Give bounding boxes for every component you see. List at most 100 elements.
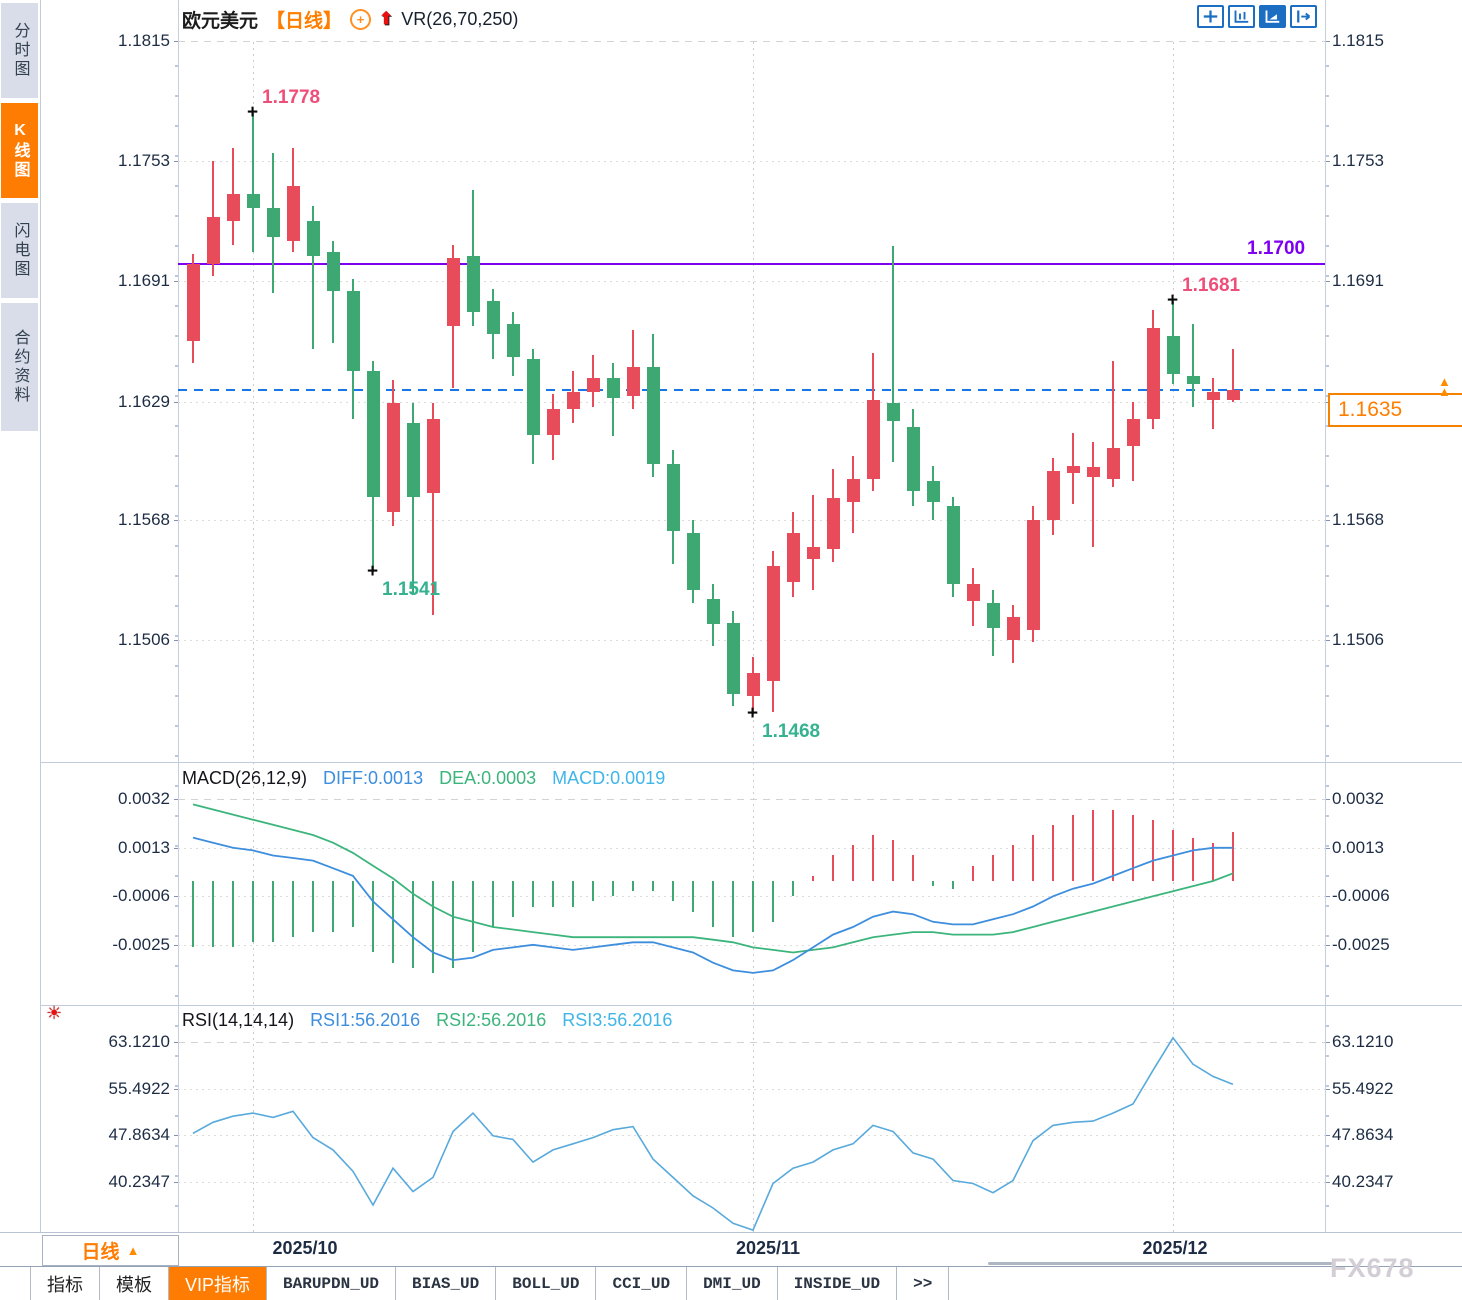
candle[interactable] [467,256,480,313]
axis-label: 40.2347 [1332,1172,1394,1192]
candle-wick [1232,349,1234,402]
tab-boll-ud[interactable]: BOLL_UD [496,1267,597,1300]
macd-hist-bar [852,845,854,881]
horizontal-scrollbar[interactable] [988,1262,1332,1265]
macd-hist-bar [292,881,294,938]
candle[interactable] [527,358,540,435]
tab-cci-ud[interactable]: CCI_UD [596,1267,688,1300]
macd-hist-bar [1132,814,1134,881]
gridline [178,161,1325,163]
candle[interactable] [1007,616,1020,640]
candle[interactable] [807,546,820,559]
candle[interactable] [1187,376,1200,385]
axis-label: -0.0025 [1332,934,1390,954]
candle[interactable] [187,263,200,342]
candle[interactable] [827,498,840,549]
resistance-line[interactable] [178,262,1325,265]
chart-style-icon[interactable] [1259,5,1286,28]
sidebar-item-contract-info[interactable]: 合约资料 [1,303,38,431]
candle[interactable] [287,186,300,241]
candle[interactable] [747,672,760,697]
sidebar-item-timeshare[interactable]: 分时图 [1,3,38,98]
macd-hist-bar [812,875,814,881]
axis-label: 1.1506 [118,629,170,649]
candle[interactable] [687,533,700,590]
macd-hist-bar [232,881,234,948]
candle[interactable] [567,391,580,410]
candle[interactable] [1147,327,1160,419]
candle[interactable] [367,370,380,497]
candle[interactable] [447,258,460,326]
candle[interactable] [867,399,880,480]
tab-bias-ud[interactable]: BIAS_UD [396,1267,497,1300]
tab-dmi-ud[interactable]: DMI_UD [687,1267,778,1300]
candle[interactable] [887,403,900,421]
jump-to-latest-icon[interactable] [1290,5,1317,28]
candle[interactable] [547,409,560,435]
candle[interactable] [267,207,280,237]
candle[interactable] [1087,467,1100,478]
candle[interactable] [907,426,920,491]
candle[interactable] [727,622,740,695]
candle[interactable] [767,566,780,681]
tab-indicators[interactable]: 指标 [31,1267,100,1300]
candle[interactable] [1047,471,1060,520]
candle[interactable] [627,366,640,396]
macd-hist-bar [972,865,974,881]
candle[interactable] [1107,448,1120,480]
candle[interactable] [347,291,360,371]
candle[interactable] [947,506,960,584]
candle[interactable] [967,583,980,602]
candle-wick [612,362,614,437]
candle[interactable] [307,221,320,257]
candle[interactable] [1207,391,1220,400]
candle[interactable] [207,217,220,264]
tab-vip-indicators[interactable]: VIP指标 [169,1267,268,1300]
add-indicator-icon[interactable]: + [350,8,372,30]
tab-templates[interactable]: 模板 [100,1267,169,1300]
sidebar-item-kline[interactable]: K线图 [1,103,38,198]
up-arrow-icon: ⬆ [379,9,394,28]
axis-scale-icon[interactable] [1228,5,1255,28]
candle[interactable] [387,403,400,513]
candle[interactable] [1127,419,1140,447]
macd-hist-bar [212,881,214,948]
candle[interactable] [1227,389,1240,400]
sidebar-item-flash[interactable]: 闪电图 [1,203,38,298]
macd-macd-value: MACD:0.0019 [552,768,666,788]
axis-label: 63.1210 [108,1032,170,1051]
candle[interactable] [1067,465,1080,474]
tab-inside-ud[interactable]: INSIDE_UD [778,1267,898,1300]
candle[interactable] [667,463,680,532]
tab-more[interactable]: >> [897,1267,950,1300]
candle[interactable] [927,481,940,503]
candle[interactable] [487,300,500,334]
macd-hist-bar [252,881,254,943]
candle[interactable] [507,324,520,357]
candle[interactable] [707,599,720,625]
candle[interactable] [1027,519,1040,631]
macd-hist-bar [452,881,454,968]
candle[interactable] [427,419,440,493]
axis-label: 47.8634 [108,1125,170,1145]
chart-toolbar [1197,5,1317,28]
candle[interactable] [647,366,660,464]
alert-sun-icon[interactable]: ☀ [46,1003,63,1023]
level-annotation: 1.1700 [1247,237,1306,259]
tab-barupdn-ud[interactable]: BARUPDN_UD [267,1267,397,1300]
candle[interactable] [587,378,600,392]
macd-hist-bar [372,881,374,953]
candle[interactable] [787,533,800,582]
candle[interactable] [847,479,860,503]
macd-hist-bar [1212,842,1214,881]
candle[interactable] [1167,335,1180,375]
candle[interactable] [247,194,260,208]
candle[interactable] [987,603,1000,629]
crosshair-icon[interactable] [1197,5,1224,28]
candle[interactable] [327,252,340,292]
macd-hist-bar [612,881,614,897]
candle[interactable] [607,378,620,398]
candle[interactable] [227,194,240,222]
candle[interactable] [407,422,420,497]
period-selector[interactable]: 日线 ▲ [42,1235,179,1266]
